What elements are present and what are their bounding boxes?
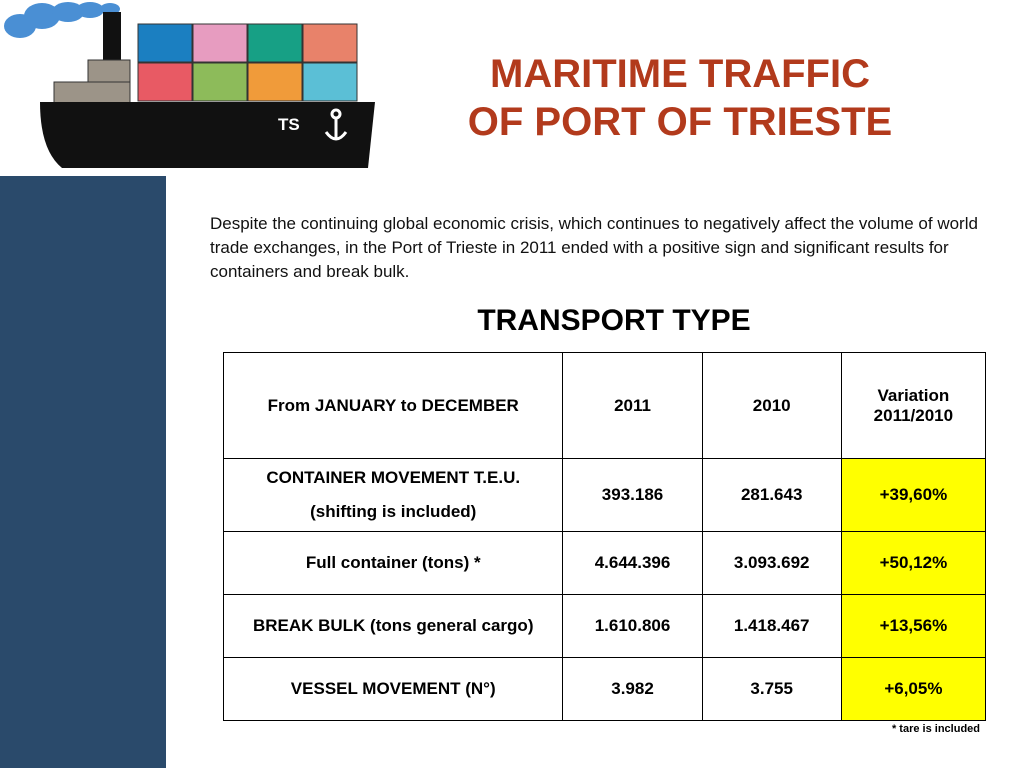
anchor-icon [324,108,348,141]
table-row: CONTAINER MOVEMENT T.E.U. (shifting is i… [222,458,987,532]
title-line-2: OF PORT OF TRIESTE [467,100,893,144]
cell-2010: 3.093.692 [701,531,842,595]
row-label: CONTAINER MOVEMENT T.E.U. (shifting is i… [222,458,564,532]
ship-hull [40,102,375,168]
header-variation-line-1: Variation [877,385,950,405]
sidebar-panel [0,176,166,768]
page-title: MARITIME TRAFFIC OF PORT OF TRIESTE [420,50,940,146]
bridge-lower [53,81,131,105]
row-label: VESSEL MOVEMENT (N°) [222,657,564,721]
table-row: Full container (tons) * 4.644.396 3.093.… [222,531,987,595]
header-2011: 2011 [562,352,703,459]
cell-variation: +6,05% [840,657,987,721]
smoke-cloud [4,2,120,38]
cell-2011: 393.186 [562,458,703,532]
cell-2011: 4.644.396 [562,531,703,595]
row-label: Full container (tons) * [222,531,564,595]
table-header-row: From JANUARY to DECEMBER 2011 2010 Varia… [222,352,987,459]
table-row: BREAK BULK (tons general cargo) 1.610.80… [222,594,987,658]
bridge-upper [87,59,131,83]
table-row: VESSEL MOVEMENT (N°) 3.982 3.755 +6,05% [222,657,987,721]
header-period: From JANUARY to DECEMBER [222,352,564,459]
cell-2010: 1.418.467 [701,594,842,658]
intro-paragraph: Despite the continuing global economic c… [210,214,978,281]
row-label-line-1: CONTAINER MOVEMENT T.E.U. [266,468,521,487]
table-subtitle: TRANSPORT TYPE [477,304,751,337]
header-2010: 2010 [701,352,842,459]
row-label: BREAK BULK (tons general cargo) [222,594,564,658]
chimney [103,12,121,64]
header-variation-line-2: 2011/2010 [873,405,954,425]
traffic-table: From JANUARY to DECEMBER 2011 2010 Varia… [222,352,987,721]
cell-2011: 3.982 [562,657,703,721]
cell-2011: 1.610.806 [562,594,703,658]
cell-variation: +50,12% [840,531,987,595]
footnote: * tare is included [891,723,980,735]
header-variation: Variation 2011/2010 [840,352,987,459]
cell-2010: 3.755 [701,657,842,721]
row-label-line-2: (shifting is included) [310,502,477,521]
artist-signature: UGO GUARINO [20,162,56,168]
cell-variation: +39,60% [840,458,987,532]
title-line-1: MARITIME TRAFFIC [490,52,870,96]
hull-label: TS [278,115,300,134]
cell-variation: +13,56% [840,594,987,658]
container-ship-illustration: TS UGO GUARINO [4,2,375,168]
container-stack [137,23,358,102]
cell-2010: 281.643 [701,458,842,532]
